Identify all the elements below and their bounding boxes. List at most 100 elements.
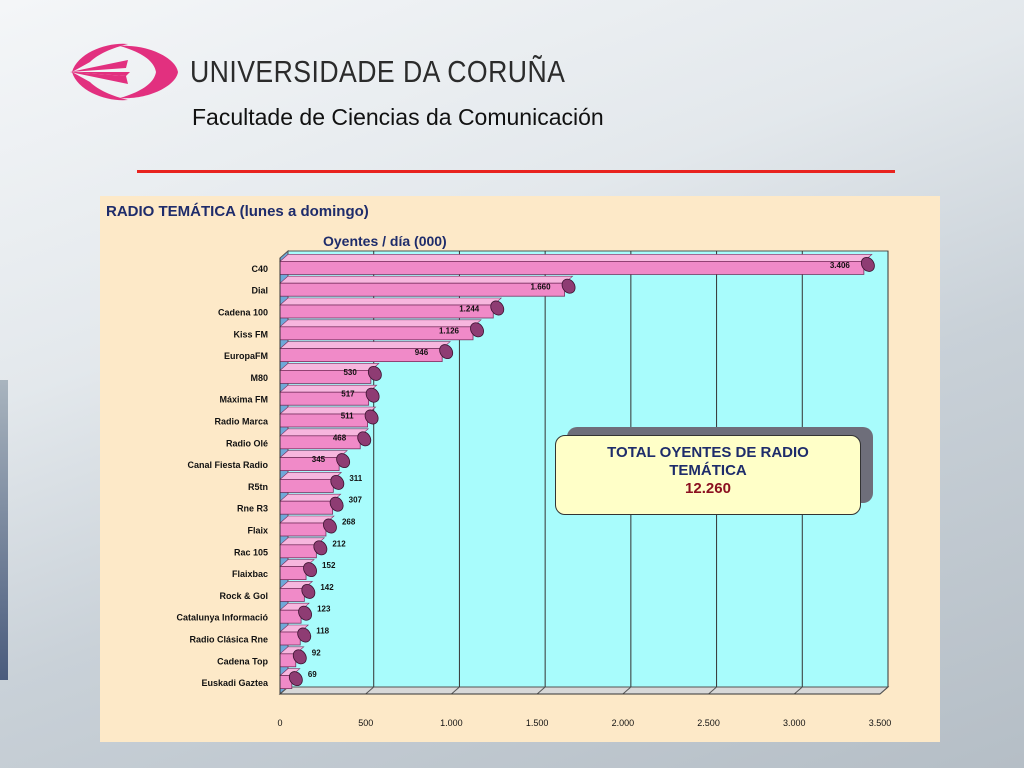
category-label: Kiss FM	[233, 329, 268, 339]
bar	[279, 500, 334, 515]
bar	[279, 435, 361, 450]
data-label: 152	[322, 561, 336, 570]
bar-cap	[367, 365, 382, 381]
category-label: Radio Marca	[214, 417, 269, 427]
data-label: 311	[349, 474, 362, 483]
category-label: Dial	[251, 286, 268, 296]
bar	[279, 261, 865, 275]
data-label: 268	[342, 518, 356, 527]
bar-cap	[323, 518, 337, 534]
x-tick-label: 3.500	[869, 718, 892, 728]
data-label: 123	[317, 605, 331, 614]
category-label: Rock & Gol	[219, 591, 268, 601]
bar-cap	[561, 278, 576, 294]
category-label: Euskadi Gaztea	[201, 678, 269, 688]
bar-cap	[297, 627, 312, 643]
category-label: C40	[251, 264, 268, 274]
university-logo-icon	[70, 43, 178, 101]
category-label: EuropaFM	[224, 351, 268, 361]
bar	[279, 478, 334, 493]
category-label: Máxima FM	[219, 395, 268, 405]
total-callout: TOTAL OYENTES DE RADIO TEMÁTICA 12.260	[555, 427, 873, 515]
category-label: Radio Clásica Rne	[189, 635, 268, 645]
bar-cap	[490, 300, 505, 316]
bar-cap	[292, 649, 307, 665]
bar-cap	[288, 671, 303, 687]
floor-gridline	[622, 686, 632, 695]
bar-cap	[364, 409, 379, 425]
bar-top	[279, 363, 380, 371]
total-callout-box: TOTAL OYENTES DE RADIO TEMÁTICA 12.260	[555, 435, 861, 515]
bar	[279, 566, 307, 581]
floor-gridline	[879, 686, 889, 695]
floor-gridline	[793, 686, 803, 695]
bar-cap	[298, 605, 313, 621]
category-label: Flaixbac	[232, 569, 268, 579]
category-label: Canal Fiesta Radio	[187, 460, 268, 470]
category-label: Cadena Top	[217, 656, 268, 666]
x-tick-label: 2.500	[697, 718, 720, 728]
data-label: 345	[312, 455, 326, 464]
category-label: Flaix	[247, 526, 268, 536]
bar	[279, 457, 340, 472]
bar	[279, 522, 327, 537]
bar-top	[279, 384, 378, 393]
university-name: UNIVERSIDADE DA CORUÑA	[190, 54, 566, 89]
bar-cap	[303, 562, 317, 578]
floor-gridline	[451, 686, 460, 695]
data-label: 946	[415, 348, 429, 357]
category-label: Catalunya Informació	[176, 613, 268, 623]
bar-cap	[329, 496, 344, 512]
category-label: Radio Olé	[226, 438, 268, 448]
bar-top	[279, 275, 574, 284]
x-tick-label: 0	[277, 718, 282, 728]
chart-title: RADIO TEMÁTICA (lunes a domingo)	[106, 203, 369, 220]
data-label: 530	[343, 368, 357, 377]
floor-gridline	[536, 686, 546, 695]
data-label: 118	[316, 627, 329, 636]
x-tick-label: 1.500	[526, 718, 549, 728]
x-tick-label: 500	[358, 718, 373, 728]
bar	[279, 282, 565, 297]
total-label-line2: TEMÁTICA	[669, 462, 747, 479]
bar-cap	[313, 540, 328, 556]
bar	[279, 391, 370, 406]
data-label: 468	[333, 433, 347, 442]
data-label: 1.244	[459, 305, 480, 314]
x-tick-label: 2.000	[612, 718, 635, 728]
data-label: 517	[341, 390, 355, 399]
data-label: 92	[312, 648, 321, 657]
bar-top	[279, 254, 873, 262]
category-label: Rne R3	[237, 504, 268, 514]
bar	[279, 609, 302, 624]
bar-cap	[365, 387, 380, 403]
floor-gridline	[365, 686, 375, 695]
x-tick-label: 3.000	[783, 718, 806, 728]
bar-top	[279, 428, 370, 437]
bar	[279, 587, 305, 602]
bar	[279, 413, 368, 428]
total-label-line1: TOTAL OYENTES DE RADIO	[607, 444, 809, 461]
bar-top	[279, 406, 377, 415]
bar-cap	[439, 344, 454, 360]
header-divider	[137, 170, 895, 173]
total-value: 12.260	[685, 480, 731, 497]
plot-floor	[278, 686, 890, 695]
bar-cap	[860, 256, 875, 272]
slide-header: UNIVERSIDADE DA CORUÑA Facultade de Cien…	[0, 0, 1024, 180]
data-label: 307	[349, 496, 363, 505]
data-label: 511	[341, 412, 354, 421]
data-label: 69	[308, 670, 317, 679]
x-tick-label: 1.000	[440, 718, 463, 728]
bar-cap	[357, 431, 372, 447]
bar-cap	[330, 474, 345, 490]
bar-cap	[301, 583, 316, 599]
category-label: M80	[250, 373, 268, 383]
faculty-name: Facultade de Ciencias da Comunicación	[192, 104, 604, 130]
data-label: 1.660	[531, 283, 552, 292]
category-label: Rac 105	[234, 547, 268, 557]
category-label: Cadena 100	[218, 308, 268, 318]
bar-cap	[336, 453, 351, 469]
data-label: 212	[332, 539, 346, 548]
data-label: 142	[320, 583, 334, 592]
